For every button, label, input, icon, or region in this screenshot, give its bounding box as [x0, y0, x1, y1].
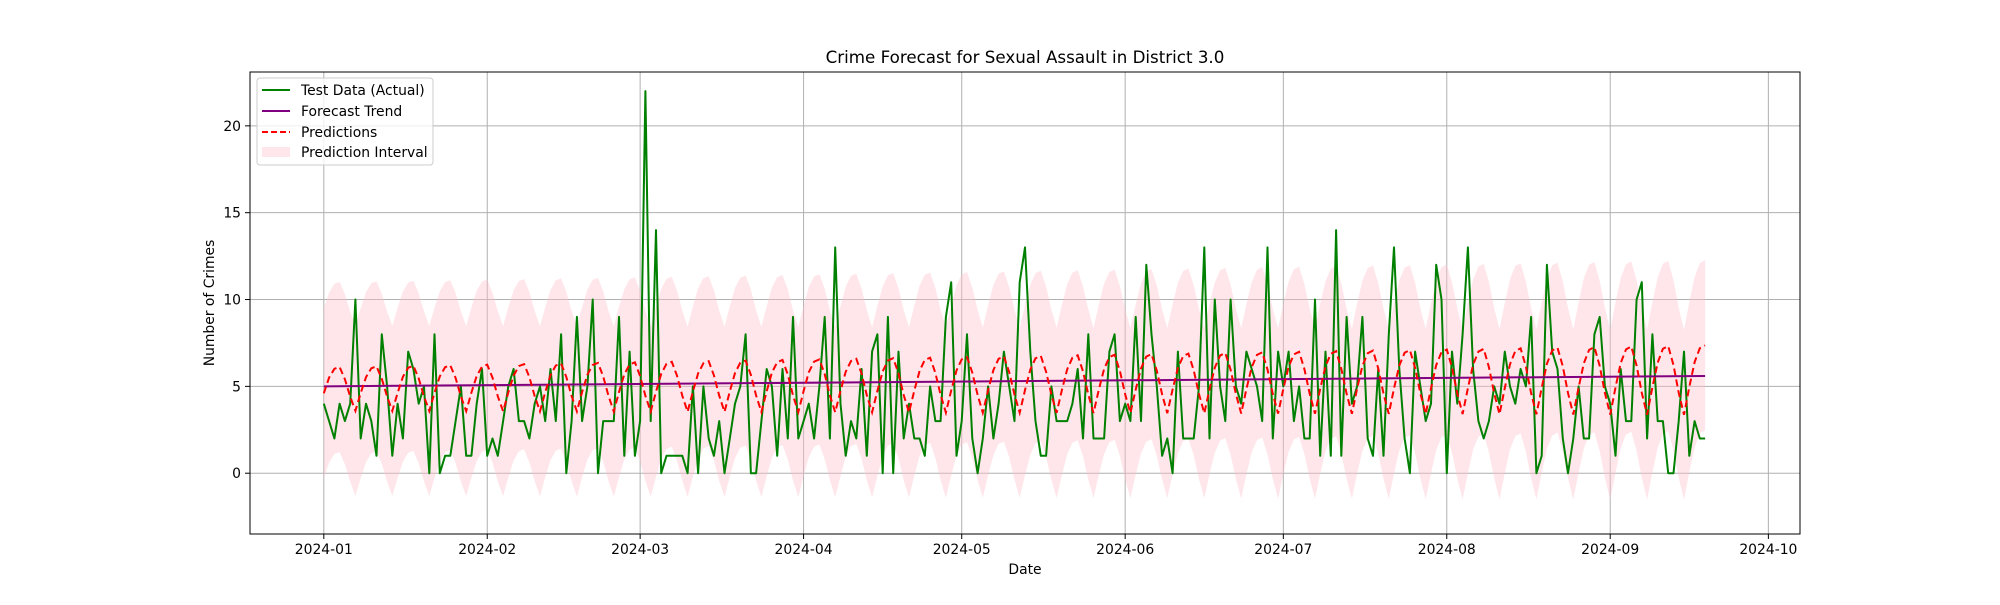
x-tick-label-5: 2024-06: [1096, 542, 1154, 558]
legend-label-interval: Prediction Interval: [301, 145, 428, 161]
trend-series: [323, 374, 1706, 388]
prediction-interval-area: [323, 260, 1706, 500]
x-tick-label-9: 2024-10: [1739, 542, 1797, 558]
legend-label-actual: Test Data (Actual): [300, 83, 425, 99]
y-tick-label-3: 15: [223, 206, 241, 222]
x-tick-label-6: 2024-07: [1254, 542, 1312, 558]
x-tick-label-8: 2024-09: [1581, 542, 1639, 558]
x-tick-label-0: 2024-01: [295, 542, 353, 558]
legend-label-trend: Forecast Trend: [301, 104, 402, 120]
y-tick-label-2: 10: [223, 293, 241, 309]
plot-frame: [249, 71, 1801, 535]
legend-label-predictions: Predictions: [301, 125, 377, 141]
predictions-series: [322, 344, 1706, 417]
x-tick-label-2: 2024-03: [611, 542, 669, 558]
predictions-line: [322, 344, 1706, 417]
y-axis-label: Number of Crimes: [202, 240, 218, 367]
x-tick-label-4: 2024-05: [933, 542, 991, 558]
chart-title: Crime Forecast for Sexual Assault in Dis…: [826, 47, 1225, 67]
y-axis-ticks: 0 5 10 15 20: [223, 119, 250, 482]
y-tick-label-4: 20: [223, 119, 241, 135]
x-tick-label-3: 2024-04: [775, 542, 833, 558]
x-tick-label-7: 2024-08: [1418, 542, 1476, 558]
legend-frame: [256, 77, 434, 166]
actual-series: [322, 90, 1706, 475]
legend: Test Data (Actual) Forecast Trend Predic…: [256, 77, 434, 166]
x-axis-ticks: 2024-01 2024-02 2024-03 2024-04 2024-05 2024-…: [295, 534, 1797, 558]
actual-line: [322, 90, 1706, 475]
prediction-interval-band: [323, 260, 1706, 500]
y-tick-label-1: 5: [232, 379, 241, 395]
y-tick-label-0: 0: [232, 466, 241, 482]
x-tick-label-1: 2024-02: [458, 542, 516, 558]
forecast-trend-line: [323, 374, 1706, 388]
legend-swatch-interval: [262, 147, 290, 157]
x-axis-label: Date: [1008, 562, 1041, 578]
